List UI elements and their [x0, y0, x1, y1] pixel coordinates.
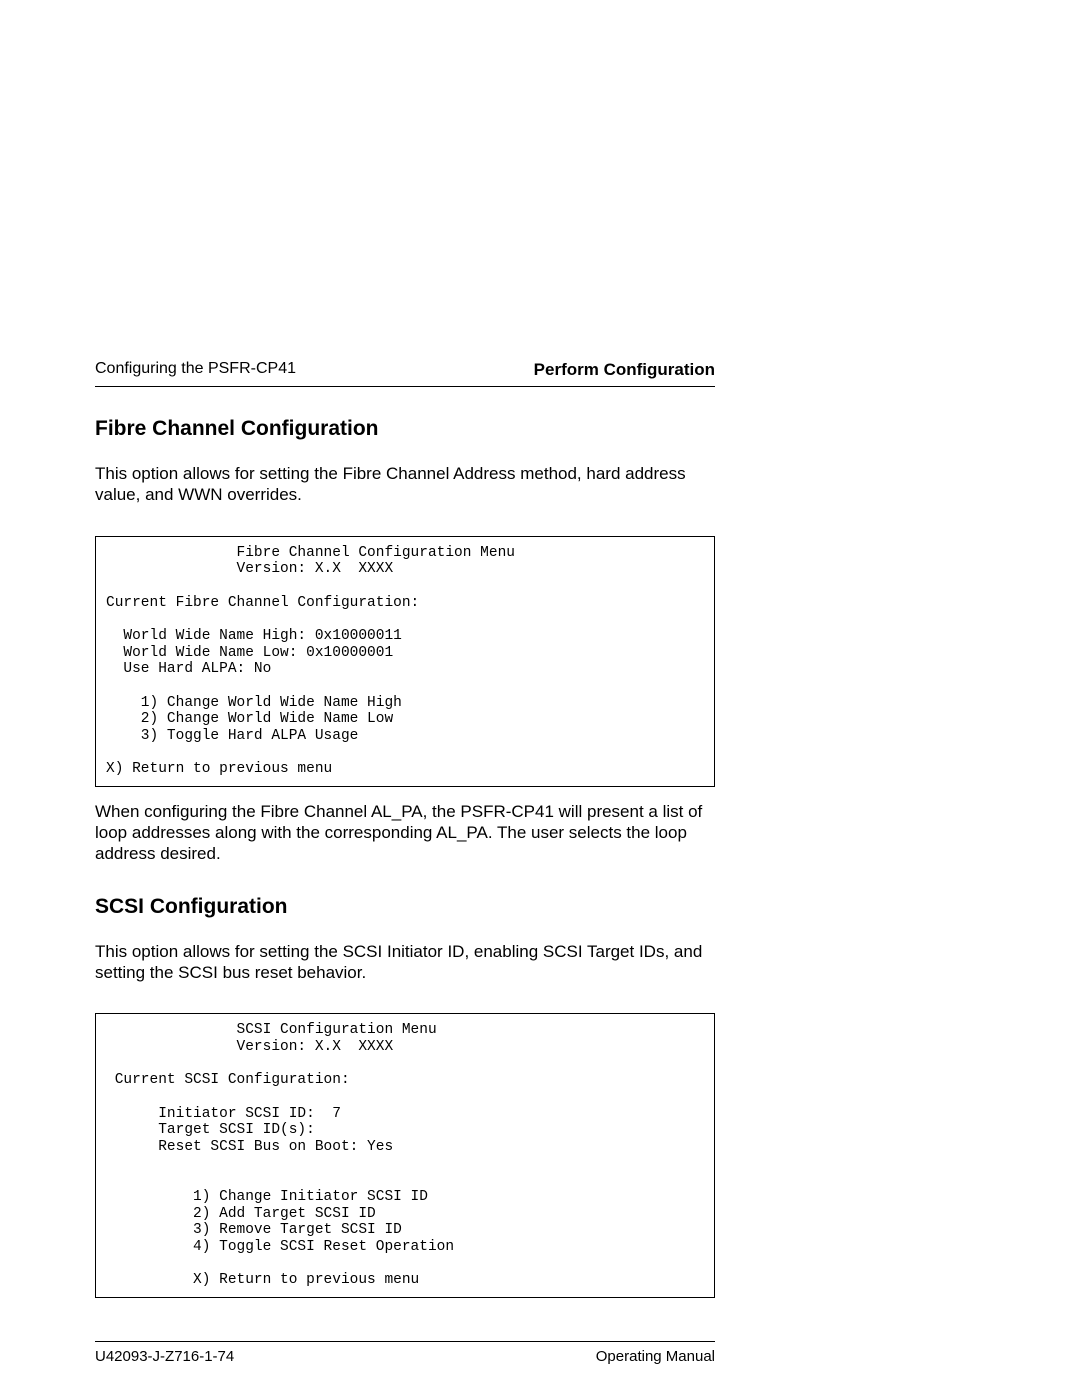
page: Configuring the PSFR-CP41 Perform Config… — [0, 0, 1080, 1397]
section1-after: When configuring the Fibre Channel AL_PA… — [95, 801, 710, 865]
footer-right: Operating Manual — [596, 1348, 715, 1365]
header-left: Configuring the PSFR-CP41 — [95, 360, 296, 380]
header-right: Perform Configuration — [534, 360, 715, 380]
footer-left: U42093-J-Z716-1-74 — [95, 1348, 234, 1365]
section2-intro: This option allows for setting the SCSI … — [95, 941, 710, 984]
section2-heading: SCSI Configuration — [95, 895, 985, 919]
fibre-channel-menu: Fibre Channel Configuration Menu Version… — [95, 536, 715, 787]
page-header: Configuring the PSFR-CP41 Perform Config… — [95, 360, 715, 380]
header-rule — [95, 386, 715, 387]
section1-intro: This option allows for setting the Fibre… — [95, 463, 710, 506]
footer-rule — [95, 1341, 715, 1342]
scsi-menu: SCSI Configuration Menu Version: X.X XXX… — [95, 1013, 715, 1298]
section1-heading: Fibre Channel Configuration — [95, 417, 985, 441]
page-footer: U42093-J-Z716-1-74 Operating Manual — [95, 1341, 715, 1365]
